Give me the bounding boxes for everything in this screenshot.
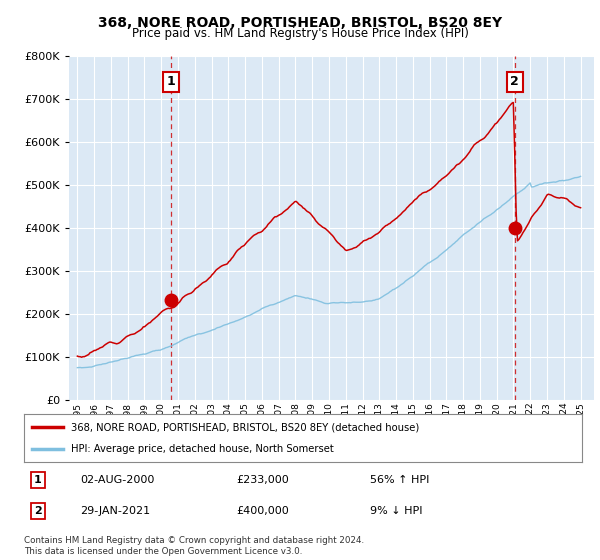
Text: 1: 1 bbox=[34, 475, 42, 486]
Text: Price paid vs. HM Land Registry's House Price Index (HPI): Price paid vs. HM Land Registry's House … bbox=[131, 27, 469, 40]
Text: 2: 2 bbox=[34, 506, 42, 516]
Text: 02-AUG-2000: 02-AUG-2000 bbox=[80, 475, 154, 486]
Text: 2: 2 bbox=[511, 76, 519, 88]
Text: HPI: Average price, detached house, North Somerset: HPI: Average price, detached house, Nort… bbox=[71, 444, 334, 454]
Text: Contains HM Land Registry data © Crown copyright and database right 2024.
This d: Contains HM Land Registry data © Crown c… bbox=[24, 536, 364, 556]
Text: 29-JAN-2021: 29-JAN-2021 bbox=[80, 506, 150, 516]
Text: £400,000: £400,000 bbox=[236, 506, 289, 516]
Text: 9% ↓ HPI: 9% ↓ HPI bbox=[370, 506, 422, 516]
Text: 1: 1 bbox=[167, 76, 176, 88]
Text: 56% ↑ HPI: 56% ↑ HPI bbox=[370, 475, 430, 486]
Text: £233,000: £233,000 bbox=[236, 475, 289, 486]
Text: 368, NORE ROAD, PORTISHEAD, BRISTOL, BS20 8EY (detached house): 368, NORE ROAD, PORTISHEAD, BRISTOL, BS2… bbox=[71, 422, 419, 432]
Text: 368, NORE ROAD, PORTISHEAD, BRISTOL, BS20 8EY: 368, NORE ROAD, PORTISHEAD, BRISTOL, BS2… bbox=[98, 16, 502, 30]
